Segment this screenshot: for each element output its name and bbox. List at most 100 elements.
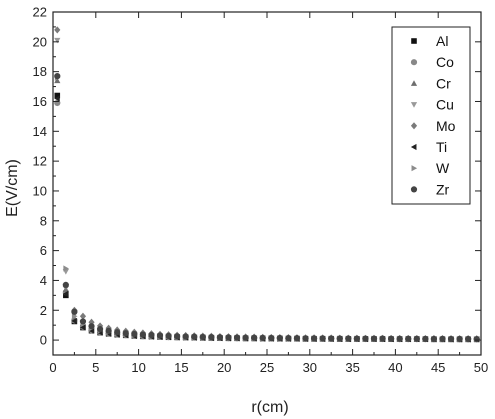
data-point-zr [199, 333, 206, 341]
data-point-zr [465, 335, 472, 342]
legend-marker-zr [410, 186, 418, 193]
legend-marker-cu [410, 102, 418, 108]
data-point-zr [268, 334, 275, 342]
x-tick-label: 50 [474, 360, 488, 375]
legend-marker-al [411, 38, 417, 44]
legend-label-cu: Cu [436, 97, 454, 113]
legend-label-ti: Ti [436, 139, 447, 155]
data-point-cr [54, 77, 61, 84]
y-tick-label: 18 [33, 64, 47, 79]
data-point-zr [473, 335, 480, 343]
y-tick-label: 22 [33, 5, 47, 20]
legend-label-al: Al [436, 33, 448, 49]
legend-label-co: Co [436, 54, 454, 70]
data-point-zr [174, 333, 181, 340]
data-point-w [63, 265, 69, 272]
data-point-zr [233, 334, 241, 341]
data-point-w [71, 313, 78, 320]
x-tick-label: 35 [345, 360, 359, 375]
y-tick-label: 0 [40, 333, 47, 348]
data-point-al [54, 92, 61, 99]
data-point-zr [251, 334, 258, 341]
data-point-zr [114, 329, 121, 336]
data-point-zr [54, 73, 61, 80]
data-point-zr [62, 281, 69, 289]
data-point-zr [88, 323, 95, 330]
data-point-zr [456, 335, 463, 342]
data-point-ti [54, 95, 60, 102]
data-point-zr [370, 335, 378, 342]
data-point-zr [388, 335, 395, 342]
data-point-zr [122, 330, 129, 337]
data-point-zr [79, 318, 87, 325]
x-tick-label: 0 [49, 360, 56, 375]
legend-marker-mo [410, 122, 418, 130]
legend-marker-w [411, 165, 418, 172]
data-point-zr [259, 334, 266, 341]
y-tick-label: 6 [40, 243, 47, 258]
data-point-zr [430, 335, 438, 342]
data-point-zr [293, 335, 301, 342]
legend-marker-ti [410, 143, 417, 151]
data-point-zr [447, 335, 455, 342]
x-axis-title: r(cm) [251, 399, 288, 416]
legend: Al Co Cr Cu Mo Ti W Zr [391, 26, 471, 205]
data-point-ti [71, 317, 77, 325]
x-tick-label: 45 [431, 360, 445, 375]
x-tick-label: 15 [174, 360, 188, 375]
x-tick-label: 25 [260, 360, 274, 375]
y-tick-label: 4 [40, 273, 47, 288]
data-point-zr [276, 334, 283, 342]
x-tick-label: 30 [303, 360, 317, 375]
data-point-zr [148, 331, 155, 339]
y-tick-label: 8 [40, 213, 47, 228]
data-point-zr [310, 335, 318, 342]
x-tick-label: 5 [92, 360, 99, 375]
data-point-zr [328, 335, 335, 342]
data-point-zr [422, 335, 429, 342]
data-point-zr [225, 334, 232, 341]
data-point-zr [71, 308, 78, 315]
y-axis-title: E(V/cm) [4, 159, 21, 217]
data-point-zr [379, 335, 386, 342]
data-point-zr [156, 332, 164, 339]
data-point-zr [362, 335, 369, 342]
legend-marker-cr [410, 80, 418, 86]
data-point-zr [336, 335, 343, 342]
data-point-zr [319, 335, 326, 342]
y-tick-label: 20 [33, 34, 47, 49]
data-markers [54, 26, 480, 343]
data-point-ti [62, 290, 69, 297]
data-point-cu [54, 37, 61, 44]
data-point-zr [302, 335, 309, 342]
data-point-zr [396, 335, 403, 342]
y-tick-label: 10 [33, 183, 47, 198]
legend-label-cr: Cr [436, 75, 451, 91]
data-point-zr [96, 325, 104, 333]
data-point-zr [216, 334, 224, 341]
y-tick-label: 2 [40, 303, 47, 318]
x-tick-label: 20 [217, 360, 231, 375]
x-tick-label: 10 [131, 360, 145, 375]
data-point-zr [208, 334, 215, 341]
data-point-zr [242, 334, 249, 341]
data-point-zr [131, 330, 138, 338]
data-point-zr [139, 331, 146, 338]
data-point-zr [105, 327, 112, 334]
legend-label-zr: Zr [436, 181, 450, 197]
data-point-zr [165, 332, 172, 340]
data-point-ti [79, 324, 86, 331]
legend-label-w: W [436, 160, 450, 176]
data-point-mo [54, 26, 61, 34]
legend-marker-co [410, 59, 418, 66]
data-point-zr [285, 335, 292, 342]
data-point-zr [345, 335, 352, 342]
y-tick-label: 16 [33, 94, 47, 109]
y-tick-label: 12 [33, 154, 47, 169]
legend-label-mo: Mo [436, 118, 456, 134]
data-point-zr [413, 335, 420, 342]
data-point-zr [191, 333, 198, 340]
axes: 0 5 10 15 20 25 30 35 40 45 50 0 2 4 6 8 10 12 14 16 18 20 22 [33, 5, 489, 376]
data-point-zr [439, 335, 446, 342]
